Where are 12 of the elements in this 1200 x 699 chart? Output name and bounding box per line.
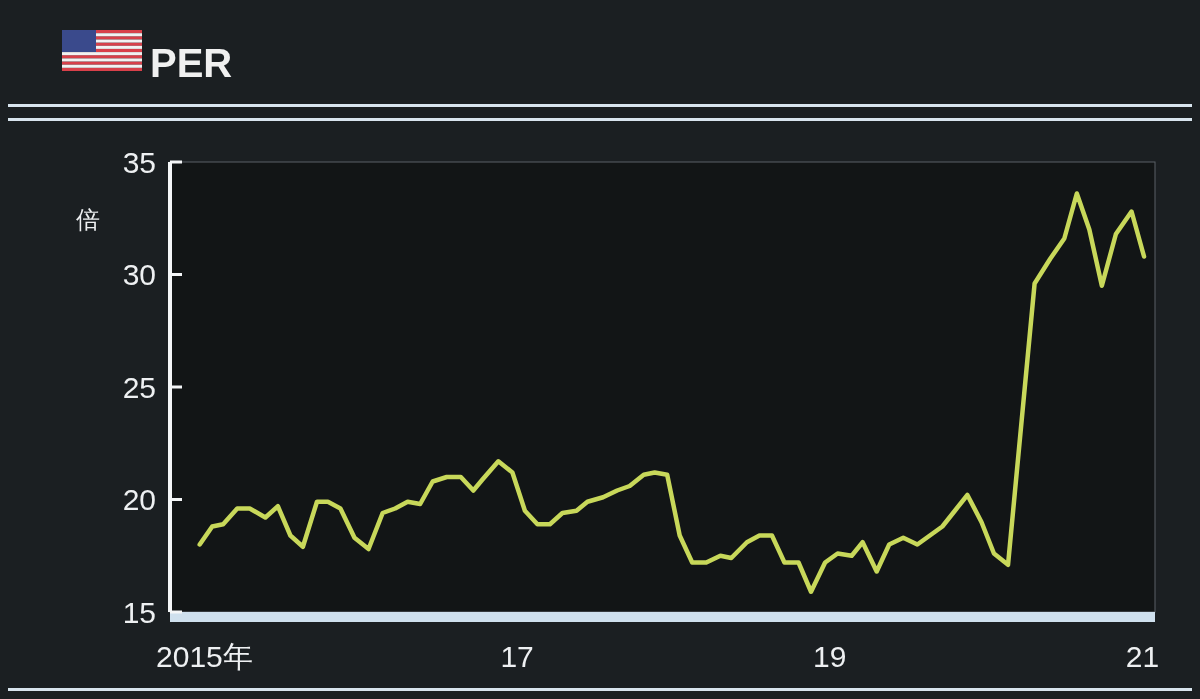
x-tick-label: 19 [813,640,847,673]
x-tick-label: 17 [500,640,534,673]
y-axis-title: 倍 [76,206,100,233]
y-tick-label: 20 [122,483,156,516]
y-tick-label: 15 [122,595,156,629]
line-series [197,191,1147,594]
y-tick-label: 30 [122,258,156,291]
chart-title: PER [150,41,233,85]
y-tick-label: 35 [122,145,156,179]
x-tick-label: 2015年 [156,640,253,673]
y-tick-label: 25 [122,370,156,404]
x-tick-label: 21 [1125,640,1160,673]
